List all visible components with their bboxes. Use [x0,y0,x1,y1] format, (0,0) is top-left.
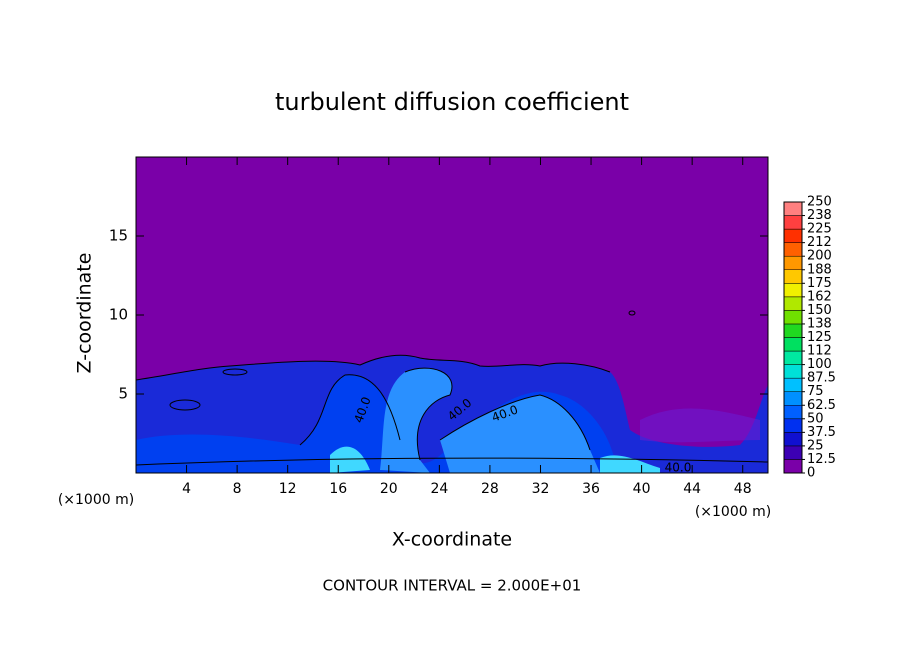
colorbar-label: 225 [807,222,832,237]
x-tick-label: 28 [481,481,499,497]
y-tick-label: 10 [109,306,128,324]
colorbar-swatch [783,391,803,406]
y-axis-title: Z-coordinate [74,253,96,374]
x-tick-label: 40 [633,481,651,497]
colorbar-label: 37.5 [807,425,836,440]
x-tick-label: 24 [430,481,448,497]
contour-field [136,157,768,473]
colorbar-swatch [783,255,803,271]
x-axis-title: X-coordinate [392,529,512,551]
colorbar-label: 50 [807,411,824,426]
colorbar-swatch [783,350,803,365]
colorbar-swatch [783,201,803,216]
colorbar-label: 125 [807,330,832,345]
colorbar-swatch [783,283,803,298]
colorbar-label: 87.5 [807,371,836,386]
colorbar-swatch [783,459,803,474]
colorbar-label: 100 [807,357,832,372]
colorbar-swatch [783,364,803,379]
colorbar-label: 238 [807,208,832,223]
colorbar-label: 138 [807,316,832,331]
colorbar-swatch [783,228,803,243]
colorbar-swatch [783,242,803,257]
colorbar-label: 75 [807,384,824,399]
colorbar-label: 162 [807,289,832,304]
colorbar-swatch [783,445,803,460]
colorbar-swatch [783,296,803,311]
footer: CONTOUR INTERVAL = 2.000E+01 [323,577,582,595]
colorbar-label: 150 [807,303,832,318]
colorbar-label: 250 [807,195,832,210]
colorbar-swatch [783,310,803,325]
colorbar-label: 212 [807,235,832,250]
x-tick-label: 16 [329,481,347,497]
colorbar-swatch [783,269,803,284]
x-tick-label: 20 [380,481,398,497]
colorbar-label: 12.5 [807,452,836,467]
colorbar-swatch [783,323,803,338]
y-tick-label: 5 [118,385,128,403]
colorbar-swatch [783,405,803,420]
colorbar-swatch [783,432,803,447]
chart-title: turbulent diffusion coefficient [275,88,629,116]
x-tick-label: 8 [233,481,242,497]
colorbar-swatch [783,337,803,352]
x-tick-label: 44 [683,481,701,497]
colorbar-label: 25 [807,438,824,453]
y-tick-label: 15 [109,227,128,245]
x-tick-label: 32 [532,481,550,497]
colorbar-swatch [783,377,803,392]
colorbar-swatch [783,418,803,433]
x-unit-left: (×1000 m) [58,492,134,508]
x-tick-label: 4 [182,481,191,497]
colorbar-swatch [783,215,803,230]
x-tick-label: 36 [582,481,600,497]
colorbar-label: 112 [807,344,832,359]
x-tick-label: 48 [734,481,752,497]
colorbar-label: 200 [807,249,832,264]
colorbar-label: 0 [807,466,815,481]
colorbar-label: 175 [807,276,832,291]
colorbar-label: 188 [807,262,832,277]
x-tick-label: 12 [279,481,297,497]
contour-label: 40.0 [665,461,692,475]
colorbar-label: 62.5 [807,398,836,413]
x-unit-right: (×1000 m) [695,504,771,520]
